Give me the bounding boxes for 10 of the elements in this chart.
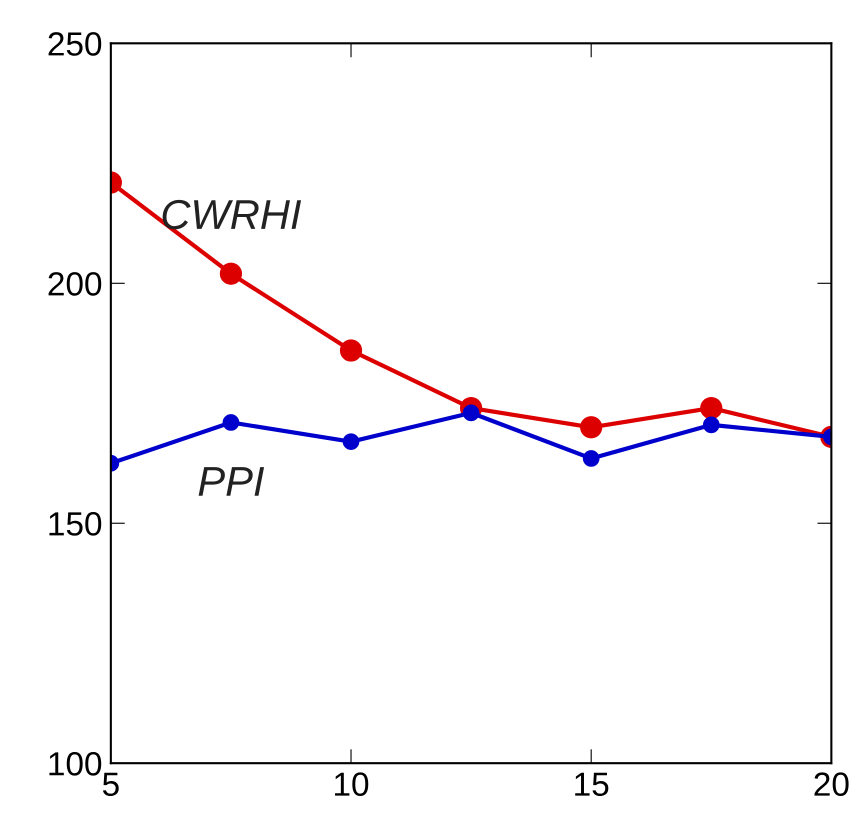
x-tick-label: 5 [102, 772, 119, 796]
series-label: PPI [198, 467, 264, 496]
y-tick-label: 100 [49, 752, 102, 776]
y-tick-label: 200 [48, 272, 102, 296]
y-tick-label: 250 [48, 32, 102, 56]
x-tick-label: 15 [575, 772, 608, 796]
y-tick-label: 150 [49, 512, 102, 536]
x-tick-label: 20 [814, 772, 849, 796]
x-tick-label: 10 [335, 772, 368, 796]
series-label: CWRHI [162, 200, 302, 230]
